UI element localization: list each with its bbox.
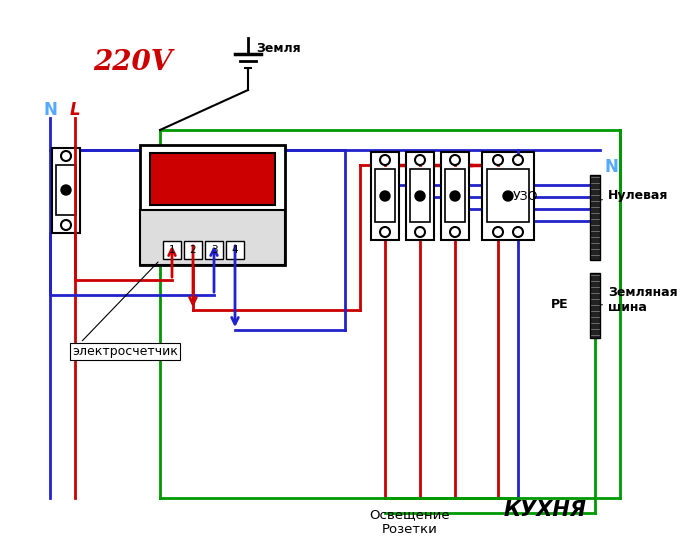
- Bar: [163, 241, 181, 259]
- Bar: [482, 152, 534, 240]
- Text: КУХНЯ: КУХНЯ: [503, 500, 587, 520]
- Bar: [140, 145, 285, 265]
- Text: 4: 4: [231, 245, 238, 255]
- Bar: [150, 153, 275, 205]
- Circle shape: [513, 155, 523, 165]
- Bar: [590, 273, 600, 338]
- Text: 1: 1: [169, 245, 175, 255]
- Text: N: N: [43, 101, 57, 119]
- Circle shape: [415, 191, 425, 201]
- Bar: [441, 152, 469, 240]
- Text: Освещение
Розетки: Освещение Розетки: [370, 508, 450, 536]
- Bar: [371, 152, 399, 240]
- Bar: [52, 148, 80, 233]
- Circle shape: [450, 191, 460, 201]
- Bar: [487, 169, 529, 222]
- Circle shape: [61, 220, 71, 230]
- Bar: [410, 169, 430, 222]
- Circle shape: [513, 227, 523, 237]
- Circle shape: [380, 227, 390, 237]
- Text: Земля: Земля: [256, 41, 301, 54]
- Circle shape: [503, 191, 513, 201]
- Circle shape: [380, 191, 390, 201]
- Text: 220V: 220V: [93, 49, 172, 76]
- Circle shape: [450, 227, 460, 237]
- Bar: [226, 241, 244, 259]
- Text: 2: 2: [190, 245, 196, 255]
- Bar: [445, 169, 465, 222]
- Circle shape: [493, 227, 503, 237]
- Bar: [406, 152, 434, 240]
- Circle shape: [380, 155, 390, 165]
- Circle shape: [61, 151, 71, 161]
- Text: 3: 3: [211, 245, 218, 255]
- Text: L: L: [70, 101, 81, 119]
- Text: УЗО: УЗО: [513, 189, 539, 202]
- Text: Земляная
шина: Земляная шина: [600, 286, 678, 314]
- Bar: [590, 175, 600, 260]
- Text: Нулевая: Нулевая: [600, 188, 669, 202]
- Text: N: N: [604, 158, 618, 176]
- Circle shape: [61, 185, 71, 195]
- Bar: [140, 210, 285, 265]
- Bar: [184, 241, 202, 259]
- Text: электросчетчик: электросчетчик: [72, 262, 178, 358]
- Bar: [56, 165, 76, 215]
- Circle shape: [415, 227, 425, 237]
- Circle shape: [493, 155, 503, 165]
- Circle shape: [450, 155, 460, 165]
- Text: PE: PE: [550, 299, 568, 312]
- Circle shape: [415, 155, 425, 165]
- Bar: [375, 169, 395, 222]
- Bar: [205, 241, 223, 259]
